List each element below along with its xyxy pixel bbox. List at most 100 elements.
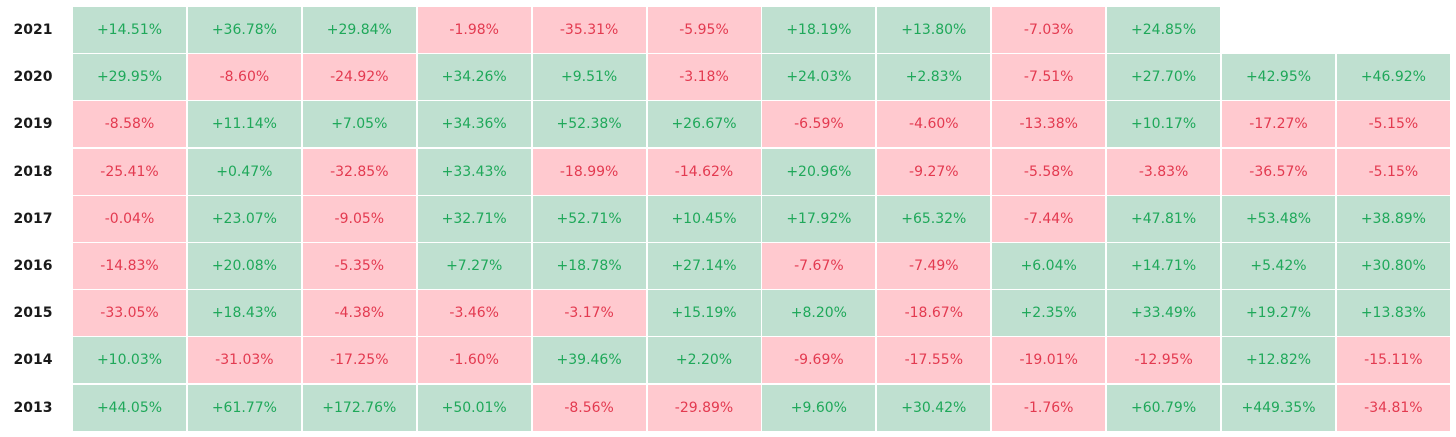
heatmap-cell: +52.71% [532,195,646,242]
heatmap-cell: +18.19% [762,7,876,53]
heatmap-cell: +50.01% [417,384,531,431]
heatmap-cell: -8.58% [73,101,186,148]
heatmap-cell: -7.67% [762,243,876,289]
heatmap-cell: +14.71% [1107,243,1221,289]
heatmap-cell: +449.35% [1222,384,1335,431]
heatmap-row-2017: 2017 -0.04% +23.07% -9.05% +32.71% +52.71% +10… [0,195,1456,242]
heatmap-cell: +27.70% [1107,54,1221,101]
heatmap-cell: -5.95% [647,7,761,53]
year-label: 2021 [13,22,53,38]
heatmap-cell: -1.76% [992,384,1106,431]
year-label: 2020 [13,69,53,86]
heatmap-cell: +24.85% [1107,7,1221,53]
heatmap-cell: +10.03% [73,337,186,384]
heatmap-cell: +2.35% [992,290,1106,337]
heatmap-cell: -18.99% [532,148,646,195]
heatmap-row-2021: 2021 +14.51% +36.78% +29.84% -1.98% -35.31% -5… [0,7,1456,53]
heatmap-cell: -18.67% [877,290,991,337]
heatmap-cell: -17.55% [877,337,991,384]
heatmap-cell: +2.20% [647,337,761,384]
year-label: 2013 [13,399,53,416]
heatmap-cell: +38.89% [1336,195,1450,242]
heatmap-cell: -0.04% [73,195,186,242]
heatmap-cell: -9.05% [302,195,416,242]
heatmap-cell: +39.46% [532,337,646,384]
heatmap-cell: +6.04% [992,243,1106,289]
heatmap-cell: +20.96% [762,148,876,195]
heatmap-cell: -33.05% [73,290,186,337]
heatmap-cell: +26.67% [647,101,761,148]
heatmap-row-2013: 2013 +44.05% +61.77% +172.76% +50.01% -8.56% -… [0,384,1456,431]
heatmap-cell: +30.42% [877,384,991,431]
year-label: 2017 [13,210,53,227]
heatmap-cell: +33.43% [417,148,531,195]
heatmap-cell: -6.59% [762,101,876,148]
heatmap-cell: +20.08% [187,243,301,289]
heatmap-cell: +33.49% [1107,290,1221,337]
heatmap-row-2015: 2015 -33.05% +18.43% -4.38% -3.46% -3.17% +15.… [0,290,1456,337]
heatmap-cell: +34.26% [417,54,531,101]
heatmap-cell: -35.31% [532,7,646,53]
heatmap-cell: -29.89% [647,384,761,431]
heatmap-cell: +27.14% [647,243,761,289]
heatmap-cell: -7.51% [992,54,1106,101]
heatmap-cell: -7.49% [877,243,991,289]
heatmap-cell: -7.44% [992,195,1106,242]
heatmap-cell: +8.20% [762,290,876,337]
heatmap-cell: +47.81% [1107,195,1221,242]
heatmap-cell: +5.42% [1222,243,1335,289]
heatmap-cell: +60.79% [1107,384,1221,431]
heatmap-cell: -19.01% [992,337,1106,384]
heatmap-cell: +61.77% [187,384,301,431]
heatmap-cell: +18.43% [187,290,301,337]
heatmap-cell: -5.15% [1336,148,1450,195]
heatmap-cell: +13.83% [1336,290,1450,337]
heatmap-cell: +42.95% [1222,54,1335,101]
heatmap-cell: -8.60% [187,54,301,101]
heatmap-cell: +44.05% [73,384,186,431]
heatmap-cell: +18.78% [532,243,646,289]
heatmap-cell: -4.38% [302,290,416,337]
heatmap-cell: -12.95% [1107,337,1221,384]
heatmap-cell: -17.27% [1222,101,1335,148]
heatmap-cell: +32.71% [417,195,531,242]
heatmap-cell: +10.17% [1107,101,1221,148]
heatmap-cell: -9.27% [877,148,991,195]
heatmap-cell: -3.18% [647,54,761,101]
heatmap-cell: -17.25% [302,337,416,384]
heatmap-cell: -9.69% [762,337,876,384]
heatmap-cell: +65.32% [877,195,991,242]
heatmap-cell: +9.60% [762,384,876,431]
heatmap-cell: -14.62% [647,148,761,195]
heatmap-cell: -36.57% [1222,148,1335,195]
heatmap-cell: +46.92% [1336,54,1450,101]
year-label: 2016 [13,258,53,274]
heatmap-cell: -5.58% [992,148,1106,195]
heatmap-cell: +29.95% [73,54,186,101]
heatmap-cell: -3.17% [532,290,646,337]
heatmap-cell: +30.80% [1336,243,1450,289]
heatmap-cell: -7.03% [992,7,1106,53]
heatmap-cell: -1.60% [417,337,531,384]
heatmap-cell: -5.15% [1336,101,1450,148]
heatmap-cell: -3.46% [417,290,531,337]
year-label: 2018 [13,163,53,180]
heatmap-cell: +24.03% [762,54,876,101]
heatmap-cell: -4.60% [877,101,991,148]
heatmap-row-2020: 2020 +29.95% -8.60% -24.92% +34.26% +9.51% -3.… [0,54,1456,101]
heatmap-cell: +19.27% [1222,290,1335,337]
heatmap-cell: -25.41% [73,148,186,195]
heatmap-cell: +17.92% [762,195,876,242]
heatmap-cell: +14.51% [73,7,186,53]
year-label: 2014 [13,352,53,369]
heatmap-cell: +2.83% [877,54,991,101]
heatmap-cell: -8.56% [532,384,646,431]
heatmap-cell: +52.38% [532,101,646,148]
heatmap-cell: -34.81% [1336,384,1450,431]
heatmap-cell: +53.48% [1222,195,1335,242]
heatmap-cell: +11.14% [187,101,301,148]
heatmap-cell: +10.45% [647,195,761,242]
heatmap-cell: -13.38% [992,101,1106,148]
year-label: 2015 [13,305,53,322]
